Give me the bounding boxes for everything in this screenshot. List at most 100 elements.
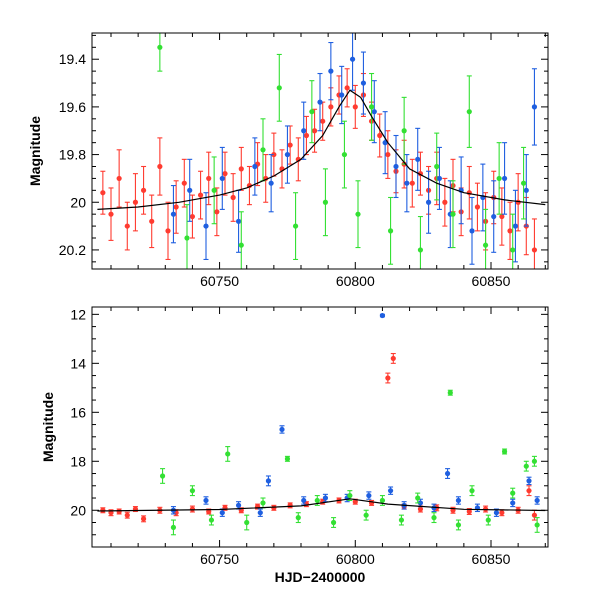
data-point [252,163,258,170]
top-series-1-point [301,101,307,160]
data-point [491,213,497,220]
data-point [292,223,299,229]
top-series-2-point [211,156,217,225]
bottom-series-1-point [534,496,540,505]
data-point [206,175,212,182]
bottom-series-2-point [330,517,337,528]
top-series-2-point [520,146,527,220]
top-series-0-point [165,201,171,261]
data-point [257,510,263,516]
bottom-series-1-point [257,508,263,517]
data-point [531,247,538,253]
data-point [363,512,369,518]
top-series-2-point [260,118,266,182]
data-point [510,247,516,253]
top-series-0-point [108,187,114,241]
data-point [235,502,242,508]
top-series-0-point [124,201,130,251]
data-point [140,187,147,193]
bottom-series-2-point [295,512,301,524]
bottom-series-2-point [347,490,353,502]
top-series-2-point [157,33,163,72]
data-point [507,228,513,234]
data-point [181,180,187,186]
top-x-tick-label: 60750 [200,273,239,289]
top-series-0-point [238,146,244,191]
bottom-series-1 [170,312,540,517]
top-series-1-point [469,196,475,265]
top-y-tick-label: 20 [70,194,86,210]
data-point [501,448,508,455]
data-point [455,497,462,504]
top-series-2-point [510,213,516,269]
data-point [314,497,320,504]
data-point [531,512,538,518]
bottom-series-1-point [387,486,394,495]
bottom-series-0-point [124,511,130,519]
top-series-0-point [466,165,472,220]
top-y-tick-label: 19.4 [59,51,86,67]
data-point [387,488,394,494]
data-point [260,500,266,506]
top-series-0-point [385,130,391,179]
top-series-1-point [328,41,334,101]
bottom-series-0-point [140,515,147,523]
bottom-y-tick-label: 16 [70,404,86,420]
top-series-1-point [371,80,377,144]
bottom-series-0-point [385,372,391,384]
top-series-0-point [132,173,139,232]
top-series-0-point [303,115,310,156]
data-point [368,104,375,110]
data-point [360,80,367,86]
data-point [100,190,106,196]
data-point [170,524,177,531]
top-series-2-point [292,192,299,261]
top-series-1-point [219,146,225,210]
data-point [284,151,291,158]
top-series-1-point [501,142,508,215]
top-series-0-point [352,84,358,129]
top-y-tick-label: 19.6 [59,99,86,115]
top-series-0-point [279,149,285,189]
bottom-series-0-point [466,508,472,515]
data-point [309,109,315,115]
bottom-series-1-point [279,425,285,434]
bottom-series-0-point [116,508,122,515]
data-point [271,505,277,511]
top-series-1-point [284,125,291,184]
bottom-series-2-point [415,492,421,504]
top-series-1-point [425,170,432,234]
bottom-series-0-point [499,509,505,517]
data-point [341,151,348,158]
top-series-2-point [238,211,244,269]
bottom-series-0-point [531,509,538,521]
top-series-2-point [496,142,502,215]
bottom-series-2-point [284,455,291,462]
data-point [385,375,391,381]
top-series-1-point [512,189,519,263]
bottom-series-2-point [431,512,437,524]
top-series-1 [170,33,538,265]
bottom-series-0-point [526,485,532,497]
data-point [444,470,451,477]
bottom-model-curve [97,498,546,512]
bottom-y-tick-label: 20 [70,502,86,518]
bottom-series-1-point [455,496,462,505]
bottom-series-1-point [510,498,516,508]
data-point [187,187,193,193]
data-point [485,517,491,523]
data-point [244,519,250,526]
top-series-0-point [531,218,538,269]
top-series-1-point [268,154,274,213]
data-point [189,213,196,220]
top-series-1-point [523,154,529,227]
top-series-2-point [466,75,472,148]
data-point [404,180,410,186]
data-point [385,151,391,158]
data-point [132,199,139,205]
data-point [238,166,244,172]
top-y-tick-label: 20.2 [59,242,86,258]
data-point [235,218,242,224]
data-point [184,235,190,241]
top-data-layer [97,33,546,269]
